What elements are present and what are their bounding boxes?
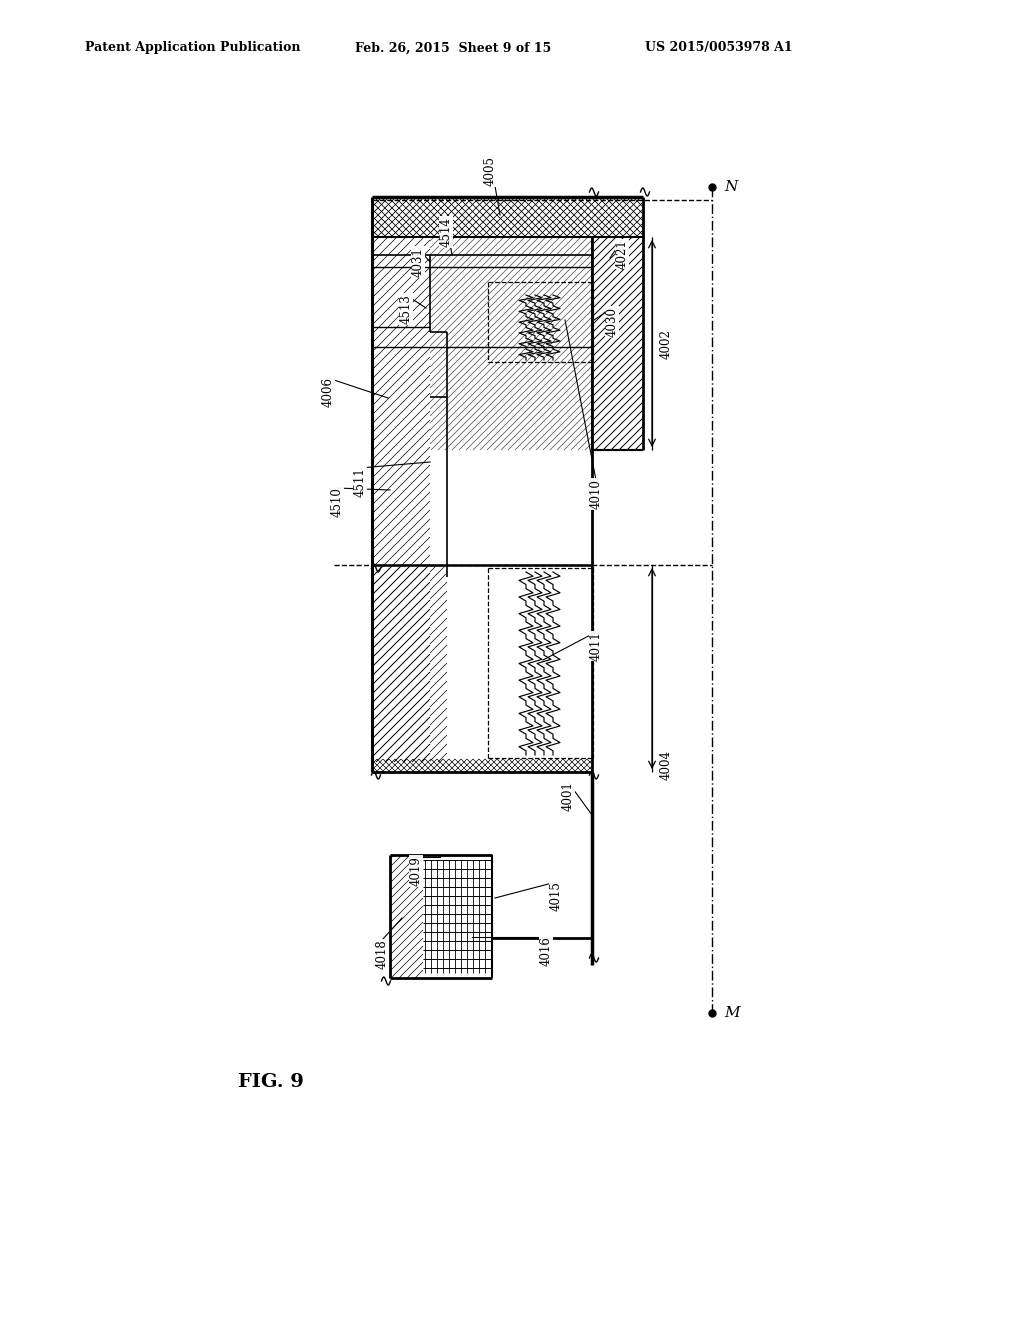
Text: Feb. 26, 2015  Sheet 9 of 15: Feb. 26, 2015 Sheet 9 of 15 xyxy=(355,41,551,54)
Text: 4030: 4030 xyxy=(605,308,618,337)
Text: 4005: 4005 xyxy=(483,156,497,186)
Text: 4513: 4513 xyxy=(399,294,413,323)
Text: FIG. 9: FIG. 9 xyxy=(238,1073,304,1092)
Text: Patent Application Publication: Patent Application Publication xyxy=(85,41,300,54)
Text: M: M xyxy=(724,1006,739,1020)
Text: 4019: 4019 xyxy=(410,857,423,886)
Text: 4011: 4011 xyxy=(590,631,602,661)
Text: 4510: 4510 xyxy=(331,487,343,517)
Text: 4514: 4514 xyxy=(439,216,453,247)
Text: 4001: 4001 xyxy=(561,781,574,810)
Text: 4006: 4006 xyxy=(322,378,335,407)
Text: US 2015/0053978 A1: US 2015/0053978 A1 xyxy=(645,41,793,54)
Text: 4021: 4021 xyxy=(615,239,629,269)
Text: 4015: 4015 xyxy=(550,880,562,911)
Text: 4511: 4511 xyxy=(353,467,367,496)
Text: 4018: 4018 xyxy=(376,939,388,969)
Text: 4004: 4004 xyxy=(660,750,673,780)
Text: N: N xyxy=(724,180,737,194)
Text: 4002: 4002 xyxy=(660,329,673,359)
Text: 4010: 4010 xyxy=(590,479,602,510)
Text: 4031: 4031 xyxy=(412,247,425,277)
Text: 4016: 4016 xyxy=(540,936,553,966)
